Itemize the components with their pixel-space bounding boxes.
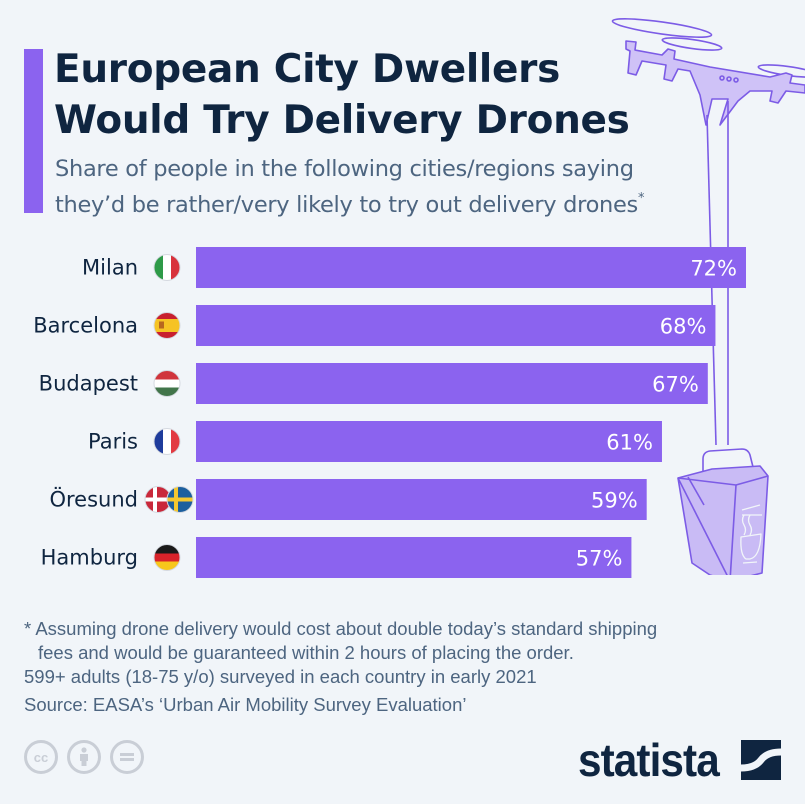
- category-label: Milan: [82, 256, 138, 280]
- flag-italy-icon: [153, 254, 181, 281]
- category-label: Hamburg: [41, 546, 138, 570]
- value-label: 67%: [652, 373, 699, 397]
- attribution-icon[interactable]: [67, 740, 101, 774]
- flag-spain-icon: [153, 312, 181, 339]
- person-icon: [80, 747, 88, 766]
- equals-icon: [120, 753, 134, 761]
- no-derivatives-icon[interactable]: [110, 740, 144, 774]
- bar: [196, 247, 746, 288]
- bar: [196, 421, 662, 462]
- statista-logo[interactable]: statista: [578, 733, 782, 787]
- bar: [196, 305, 716, 346]
- bar-row: Budapest 67%: [39, 363, 708, 404]
- bar: [196, 537, 632, 578]
- flag-sweden-icon: [166, 486, 194, 513]
- bar-row: Milan 72%: [82, 247, 746, 288]
- bar: [196, 479, 647, 520]
- subtitle-line-2: they’d be rather/very likely to try out …: [55, 192, 638, 218]
- bar-chart: Milan 72% Barcelona 68% Budapest 67% Paris 61% Ö…: [33, 247, 746, 578]
- bar-row: Hamburg 57%: [41, 537, 632, 578]
- chart-subtitle: Share of people in the following cities/…: [55, 155, 644, 220]
- category-label: Öresund: [49, 487, 138, 512]
- bar-row: Barcelona 68%: [33, 305, 716, 346]
- statista-mark-icon: [741, 740, 782, 780]
- category-label: Barcelona: [33, 314, 138, 338]
- bar-row: Paris 61%: [88, 421, 662, 462]
- value-label: 59%: [591, 489, 638, 513]
- footnote-assumption: * Assuming drone delivery would cost abo…: [24, 618, 658, 639]
- creative-commons-icon[interactable]: cc: [24, 740, 58, 774]
- category-label: Budapest: [39, 372, 138, 396]
- title-accent-bar: [24, 49, 43, 213]
- bar-row: Öresund 59%: [49, 479, 647, 520]
- subtitle-footnote-marker: *: [637, 191, 645, 206]
- takeout-box-icon: [677, 448, 769, 575]
- footnote-assumption-cont: fees and would be guaranteed within 2 ho…: [38, 642, 574, 663]
- flag-hungary-icon: [153, 370, 181, 397]
- flag-germany-icon: [153, 544, 181, 571]
- flag-france-icon: [153, 428, 181, 455]
- footnote-sample: 599+ adults (18-75 y/o) surveyed in each…: [24, 666, 537, 687]
- value-label: 72%: [690, 257, 737, 281]
- subtitle-line-1: Share of people in the following cities/…: [55, 156, 634, 182]
- brand-name: statista: [578, 734, 720, 786]
- drone-icon: [611, 18, 805, 126]
- source-note: Source: EASA’s ‘Urban Air Mobility Surve…: [24, 694, 467, 715]
- category-label: Paris: [88, 430, 138, 454]
- chart-title: European City Dwellers Would Try Deliver…: [54, 44, 630, 146]
- value-label: 57%: [576, 547, 623, 571]
- value-label: 68%: [660, 315, 707, 339]
- license-icons: cc: [24, 740, 144, 774]
- bars-layer: Milan 72% Barcelona 68% Budapest 67% Paris 61% Ö…: [33, 247, 746, 578]
- footnotes: * Assuming drone delivery would cost abo…: [24, 617, 794, 717]
- bar: [196, 363, 708, 404]
- cc-label: cc: [33, 749, 49, 765]
- title-line-1: European City Dwellers: [54, 47, 560, 92]
- value-label: 61%: [606, 431, 653, 455]
- title-line-2: Would Try Delivery Drones: [54, 98, 630, 143]
